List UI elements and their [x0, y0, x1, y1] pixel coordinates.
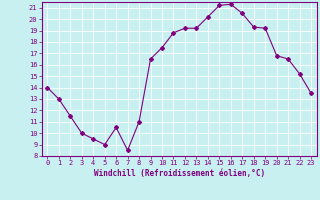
X-axis label: Windchill (Refroidissement éolien,°C): Windchill (Refroidissement éolien,°C): [94, 169, 265, 178]
